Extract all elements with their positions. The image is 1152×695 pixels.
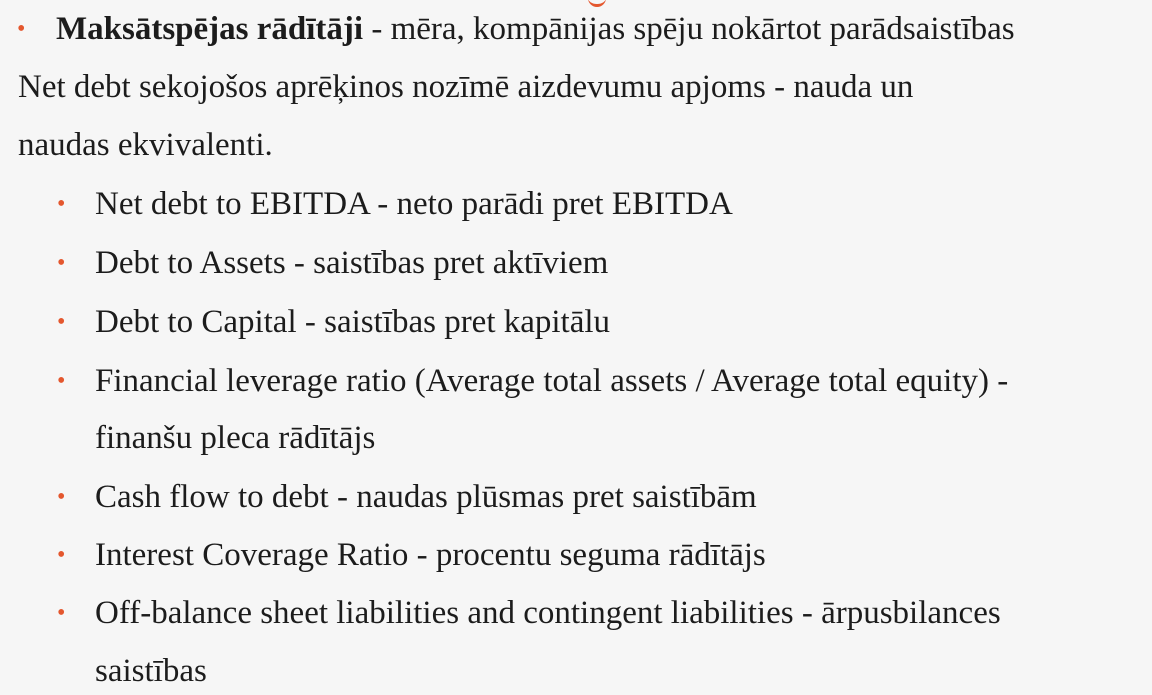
paragraph-line-1: Net debt sekojošos aprēķinos nozīmē aizd… [18,69,914,105]
list-item-text: Interest Coverage Ratio - procentu segum… [95,537,766,573]
decorative-accent [588,0,606,7]
list-item-text: Financial leverage ratio (Average total … [95,363,1009,399]
list-item-text: Net debt to EBITDA - neto parādi pret EB… [95,186,733,222]
bullet-icon: • [57,484,66,510]
bullet-icon: • [17,16,26,42]
bullet-icon: • [57,542,66,568]
heading-text: Maksātspējas rādītāji - mēra, kompānijas… [56,9,1015,49]
heading-term: Maksātspējas rādītāji [56,11,364,47]
heading-description: - mēra, kompānijas spēju nokārtot parāds… [363,11,1015,47]
list-item-continuation: finanšu pleca rādītājs [95,420,376,456]
list-item-text: Cash flow to debt - naudas plūsmas pret … [95,479,757,515]
bullet-icon: • [57,309,66,335]
bullet-icon: • [57,368,66,394]
list-item-text: Off-balance sheet liabilities and contin… [95,595,1001,631]
list-item-text: Debt to Assets - saistības pret aktīviem [95,245,609,281]
bullet-icon: • [57,600,66,626]
paragraph-line-2: naudas ekvivalenti. [18,127,273,163]
list-item-text: Debt to Capital - saistības pret kapitāl… [95,304,611,340]
bullet-icon: • [57,191,66,217]
list-item-continuation: saistības [95,653,207,689]
bullet-icon: • [57,250,66,276]
